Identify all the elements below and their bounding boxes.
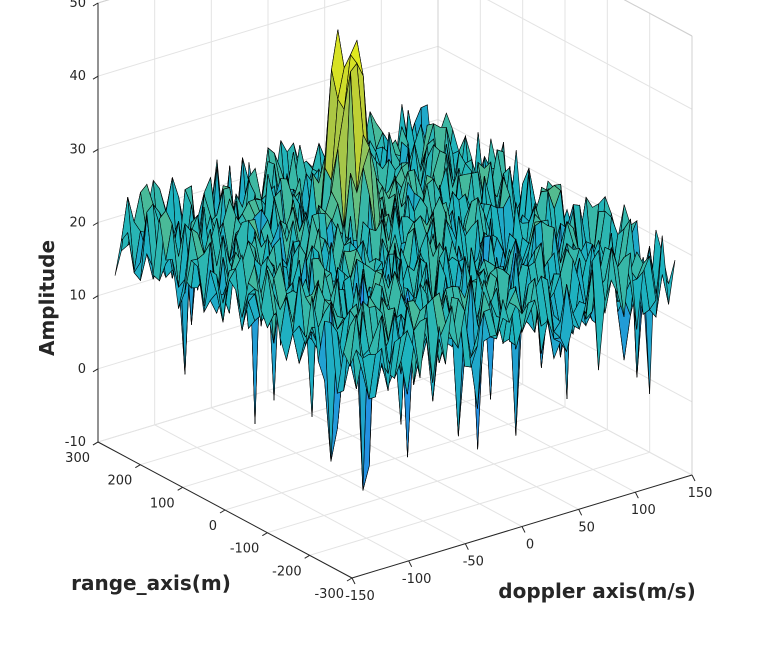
grid-line <box>267 429 608 534</box>
y-tick-label: -200 <box>272 564 302 579</box>
grid-line <box>182 383 523 488</box>
y-tick-label: 0 <box>209 519 217 534</box>
grid-line <box>224 406 566 511</box>
y-tick <box>262 532 268 537</box>
x-tick <box>634 491 639 499</box>
x-tick <box>691 474 696 482</box>
surface-patch <box>362 354 376 400</box>
grid-line <box>309 451 650 556</box>
grid-line <box>437 119 693 256</box>
x-tick-label: 0 <box>526 538 534 553</box>
y-tick <box>135 464 141 469</box>
box-edge <box>623 0 693 37</box>
grid-line <box>437 45 693 183</box>
x-tick <box>408 560 413 568</box>
y-tick-label: 200 <box>108 474 133 489</box>
z-tick-label: 20 <box>69 216 86 231</box>
z-tick <box>92 2 99 7</box>
z-tick <box>92 148 99 153</box>
x-tick-label: 150 <box>688 486 713 501</box>
x-tick-label: -150 <box>345 589 375 604</box>
y-axis-label: range_axis(m) <box>71 571 231 595</box>
axes-box <box>92 2 696 585</box>
x-tick-label: 50 <box>578 520 595 535</box>
z-tick <box>92 368 99 373</box>
y-tick <box>346 577 353 582</box>
y-tick-label: -100 <box>230 542 260 557</box>
z-axis-label: Amplitude <box>35 240 59 356</box>
y-tick <box>177 486 183 491</box>
z-tick-label: 30 <box>69 142 86 157</box>
grid-line <box>487 0 693 110</box>
surface-mesh <box>114 29 676 491</box>
x-tick <box>464 543 469 550</box>
z-tick <box>92 75 99 80</box>
grid-line <box>140 361 481 466</box>
x-tick <box>351 577 356 585</box>
x-tick <box>578 509 583 516</box>
grid-line <box>97 0 352 77</box>
y-tick <box>304 554 310 559</box>
z-tick-label: 0 <box>78 362 86 377</box>
x-tick-label: 100 <box>631 503 656 518</box>
z-tick-label: 50 <box>69 0 86 11</box>
z-tick <box>92 441 99 446</box>
y-tick-label: 300 <box>65 451 90 466</box>
z-tick-label: 10 <box>69 289 86 304</box>
y-tick <box>219 509 226 514</box>
grid-line <box>97 45 439 150</box>
z-tick <box>92 295 99 300</box>
z-tick-label: 40 <box>69 69 86 84</box>
x-tick-label: -50 <box>463 555 484 570</box>
z-tick <box>92 222 99 226</box>
z-tick-label: -10 <box>65 435 86 450</box>
x-tick <box>521 526 526 533</box>
y-tick-label: -300 <box>314 587 344 602</box>
x-tick-label: -100 <box>402 572 432 587</box>
x-axis-label: doppler axis(m/s) <box>498 579 695 603</box>
y-tick-label: 100 <box>150 496 175 511</box>
tick-labels: -150-100-50050100150-300-200-10001002003… <box>65 0 713 604</box>
